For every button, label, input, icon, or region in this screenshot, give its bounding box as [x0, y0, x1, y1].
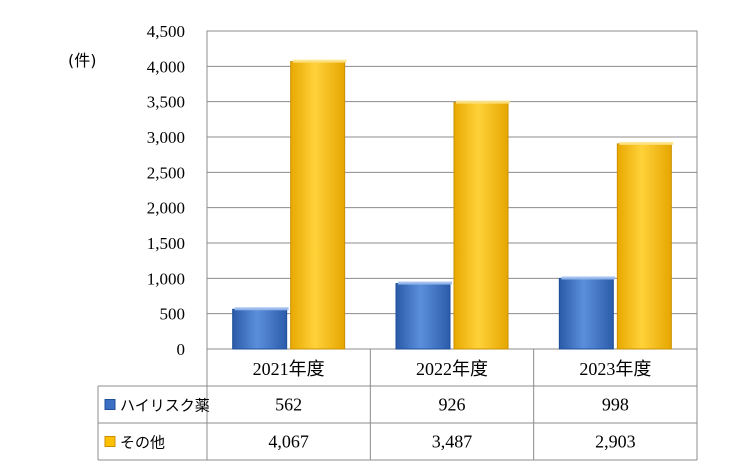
y-tick-label: 0 [177, 340, 186, 359]
y-tick-label: 1,500 [147, 234, 185, 253]
y-tick-label: 2,000 [147, 199, 185, 218]
gridlines [206, 30, 698, 350]
tick-labels: 0 500 1,000 1,500 2,000 2,500 3,000 3,500 4,000 4… [120, 22, 651, 452]
data-table [97, 349, 698, 461]
data-label: 926 [439, 395, 466, 415]
legend-label: ハイリスク薬 [120, 397, 210, 415]
data-label: 2,903 [595, 432, 636, 452]
data-label: 3,487 [432, 432, 473, 452]
bar-top-highlight [561, 276, 616, 280]
bar-other [290, 61, 346, 350]
bar-top-highlight [456, 100, 510, 104]
legend-key [104, 399, 116, 410]
legend-label: その他 [120, 434, 165, 452]
y-tick-label: 4,000 [147, 57, 185, 76]
data-label: 998 [602, 395, 629, 415]
bar-top-highlight [234, 307, 289, 311]
bar-other [616, 143, 672, 350]
y-tick-label: 3,500 [147, 93, 185, 112]
y-tick-label: 500 [160, 305, 186, 324]
data-label: 562 [275, 395, 302, 415]
legend-key [104, 436, 116, 447]
y-tick-label: 1,000 [147, 269, 185, 288]
bar-other [453, 102, 509, 350]
bar-high-risk [558, 277, 614, 350]
bar-top-highlight [619, 141, 674, 145]
bar-high-risk [395, 283, 451, 350]
x-category-label: 2022年度 [416, 359, 488, 379]
bar-top-highlight [398, 281, 452, 285]
bar-top-highlight [292, 59, 347, 63]
bars [232, 59, 674, 350]
y-unit-label: (件) [68, 51, 97, 70]
y-tick-label: 3,000 [147, 128, 185, 147]
y-tick-label: 2,500 [147, 163, 185, 182]
data-label: 4,067 [268, 432, 309, 452]
y-tick-label: 4,500 [147, 22, 185, 41]
bar-high-risk [232, 308, 288, 350]
x-category-label: 2023年度 [579, 359, 651, 379]
x-category-label: 2021年度 [253, 359, 325, 379]
